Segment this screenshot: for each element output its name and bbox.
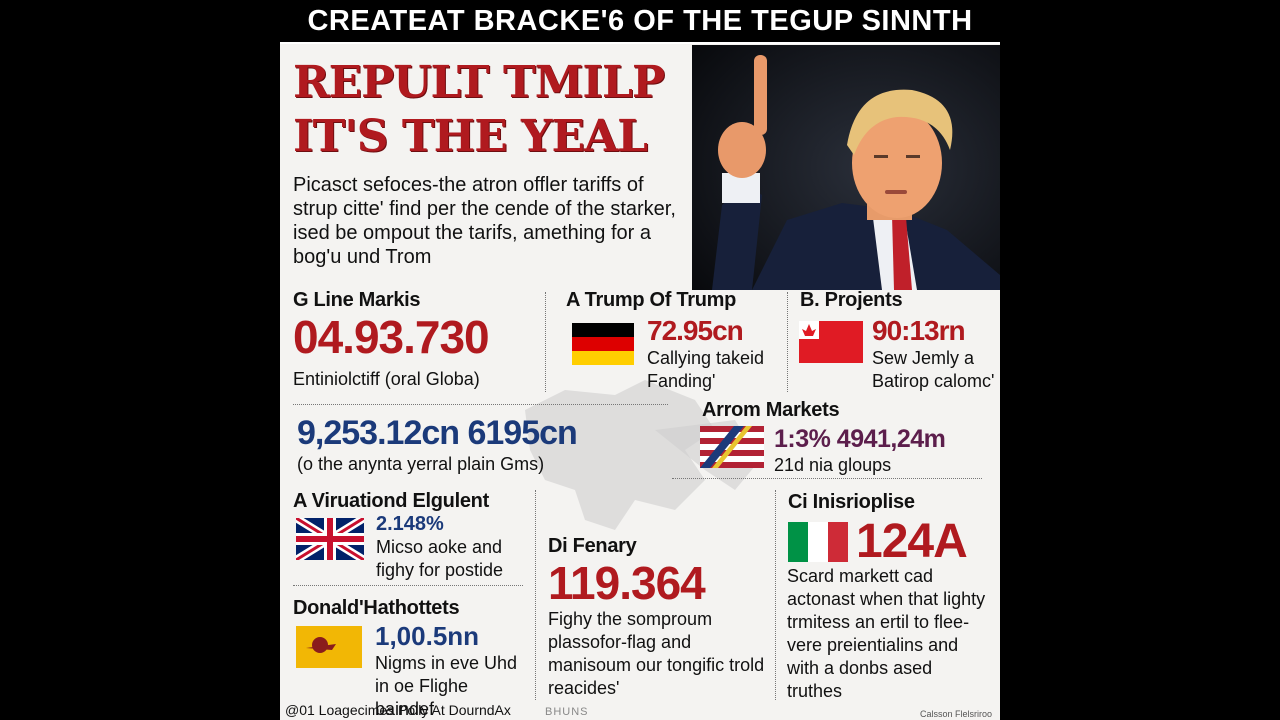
footer-source: Calsson Flelsriroo: [920, 709, 993, 719]
divider: [545, 292, 546, 392]
top-banner: CREATEAT BRACKE'6 OF THE TEGUP SINNTH: [280, 0, 1000, 44]
b-projents-body: 90:13rn Sew Jemly a Batirop calomc': [872, 315, 997, 393]
g-line-section: G Line Markis 04.93.730 Entiniolctiff (o…: [293, 289, 490, 391]
di-fenary-value: 119.364: [548, 557, 706, 609]
viruationd-heading: A Viruationd Elgulent: [293, 490, 489, 512]
divider: [672, 478, 982, 479]
headline-line-1: REPULT TMILP: [293, 57, 665, 108]
di-fenary-heading: Di Fenary: [548, 535, 637, 557]
g-line-text: Entiniolctiff (oral Globa): [293, 369, 480, 389]
donald-value: 1,00.5nn: [375, 621, 480, 651]
a-trump-value: 72.95cn: [647, 315, 744, 346]
arrom-text: 21d nia gloups: [774, 455, 892, 475]
top-title: CREATEAT BRACKE'6 OF THE TEGUP SINNTH: [307, 5, 973, 37]
ci-heading: Ci Inisrioplise: [788, 491, 915, 513]
footer-credit: @01 Loagecimes Polly At DourndAx: [285, 702, 511, 718]
arrom-heading: Arrom Markets: [702, 399, 840, 421]
divider: [293, 404, 668, 405]
arrom-value: 1:3% 4941,24m: [774, 425, 946, 453]
speaker-photo: [692, 45, 1000, 290]
donald-heading: Donald'Hathottets: [293, 597, 460, 619]
di-fenary-section: Di Fenary 119.364 Fighy the somproum pla…: [548, 535, 768, 700]
di-fenary-text: Fighy the somproum plassofor-flag and ma…: [548, 609, 765, 698]
footer-mark: BHUNS: [545, 706, 589, 718]
yellow-flag-icon: [296, 626, 362, 668]
canada-flag-icon: [799, 321, 863, 363]
a-trump-section: A Trump Of Trump: [566, 289, 736, 312]
infographic-poster: CREATEAT BRACKE'6 OF THE TEGUP SINNTH RE…: [280, 0, 1000, 720]
intro-paragraph: Picasct sefoces-the atron offler tariffs…: [293, 174, 676, 268]
a-trump-body: 72.95cn Callying takeid Fanding': [647, 315, 782, 393]
middle-value: 9,253.12cn 6195cn: [297, 414, 578, 452]
middle-section: 9,253.12cn 6195cn (o the anynta yerral p…: [297, 414, 578, 476]
ci-value: 124A: [856, 515, 968, 568]
viruationd-body: 2.148% Micso aoke and fighy for postide: [376, 513, 526, 582]
g-line-heading: G Line Markis: [293, 289, 421, 311]
b-projents-text: Sew Jemly a Batirop calomc': [872, 348, 995, 391]
divider: [775, 490, 776, 700]
b-projents-value: 90:13rn: [872, 315, 966, 346]
a-trump-text: Callying takeid Fanding': [647, 348, 765, 391]
viruationd-text: Micso aoke and fighy for postide: [376, 537, 504, 580]
b-projents-section: B. Projents: [800, 289, 903, 312]
g-line-value: 04.93.730: [293, 311, 490, 363]
divider: [787, 292, 788, 392]
donald-body: 1,00.5nn Nigms in eve Uhd in oe Flighe b…: [375, 621, 525, 720]
a-trump-heading: A Trump Of Trump: [566, 289, 737, 311]
ci-section: Ci Inisrioplise: [788, 491, 915, 514]
headline-line-2: IT'S THE YEAL: [293, 111, 648, 162]
italy-flag-icon: [788, 522, 848, 562]
viruationd-section: A Viruationd Elgulent: [293, 490, 489, 513]
donald-section: Donald'Hathottets: [293, 597, 460, 620]
viruationd-value: 2.148%: [376, 513, 444, 535]
donald-text: Nigms in eve Uhd in oe Flighe baindef: [375, 653, 518, 719]
middle-text: (o the anynta yerral plain Gms): [297, 454, 545, 474]
ci-text: Scard markett cad actonast when that lig…: [787, 566, 986, 701]
divider: [293, 585, 523, 586]
germany-flag-icon: [572, 323, 634, 365]
arrom-body: 1:3% 4941,24m 21d nia gloups: [774, 425, 946, 477]
usa-flag-icon: [700, 426, 764, 468]
b-projents-heading: B. Projents: [800, 289, 903, 311]
arrom-section: Arrom Markets: [702, 399, 840, 422]
headline: REPULT TMILP IT'S THE YEAL: [293, 56, 665, 164]
divider: [535, 490, 536, 700]
uk-flag-icon: [296, 518, 364, 560]
